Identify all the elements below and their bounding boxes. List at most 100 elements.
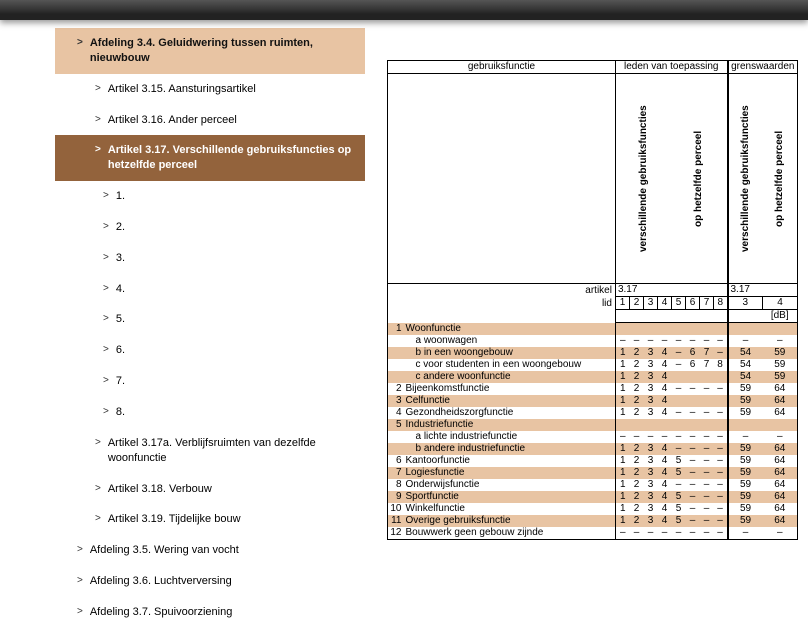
sidebar-item-label: 4. [116,282,353,297]
leden-cell: – [699,503,713,515]
leden-cell: 4 [657,515,671,527]
leden-cell: – [699,479,713,491]
gw-cell: 59 [728,455,763,467]
sidebar-item-15[interactable]: >Afdeling 3.5. Wering van vocht [55,535,365,566]
sidebar-item-10[interactable]: >7. [55,366,365,397]
leden-cell: – [713,527,727,540]
leden-cell: 3 [643,515,657,527]
leden-cell: 3 [643,371,657,383]
gw-cell: – [728,527,763,540]
sidebar-item-label: Afdeling 3.6. Luchtverversing [90,574,353,589]
row-name: a lichte industriefunctie [404,431,616,443]
sidebar-item-11[interactable]: >8. [55,397,365,428]
leden-cell: – [671,347,685,359]
sidebar-item-13[interactable]: >Artikel 3.18. Verbouw [55,474,365,505]
table-row: b in een woongebouw1234–67–5459 [388,347,798,359]
sidebar-item-label: 5. [116,312,353,327]
sidebar-item-4[interactable]: >1. [55,181,365,212]
sidebar-item-label: 8. [116,405,353,420]
row-name: Bouwwerk geen gebouw zijnde [404,527,616,540]
leden-cell: 3 [643,491,657,503]
sidebar-item-7[interactable]: >4. [55,274,365,305]
sidebar-item-9[interactable]: >6. [55,335,365,366]
leden-cell: – [685,431,699,443]
leden-cell: – [629,335,643,347]
leden-cell: – [685,527,699,540]
leden-cell: 1 [615,503,629,515]
sidebar-item-0[interactable]: >Afdeling 3.4. Geluidwering tussen ruimt… [55,28,365,74]
leden-cell: – [699,335,713,347]
leden-cell: – [643,431,657,443]
sidebar-item-14[interactable]: >Artikel 3.19. Tijdelijke bouw [55,504,365,535]
leden-cell: 2 [629,395,643,407]
leden-cell: 3 [643,347,657,359]
chevron-right-icon: > [77,543,83,557]
sidebar-item-16[interactable]: > Afdeling 3.6. Luchtverversing [55,566,365,597]
vtext-leden-b: op hetzelfde perceel [671,74,727,284]
row-index [388,371,404,383]
leden-cell [615,419,629,431]
sidebar-item-label: Artikel 3.17a. Verblijfsruimten van deze… [108,436,353,466]
leden-cell [685,395,699,407]
leden-cell: 3 [643,479,657,491]
row-name: Sportfunctie [404,491,616,503]
leden-cell: – [713,347,727,359]
leden-cell [699,395,713,407]
gw-cell: 59 [728,503,763,515]
sidebar-item-3[interactable]: >Artikel 3.17. Verschillende gebruiksfun… [55,135,365,181]
sidebar-item-1[interactable]: >Artikel 3.15. Aansturingsartikel [55,74,365,105]
lid-col-2: 2 [629,297,643,310]
leden-cell: 6 [685,359,699,371]
leden-cell: – [629,431,643,443]
sidebar-item-label: Artikel 3.16. Ander perceel [108,113,353,128]
row-index: 2 [388,383,404,395]
chevron-right-icon: > [95,113,101,127]
sidebar-item-5[interactable]: >2. [55,212,365,243]
leden-cell: – [713,515,727,527]
gw-col-4: 4 [763,297,798,310]
row-name: Onderwijsfunctie [404,479,616,491]
table-row: c voor studenten in een woongebouw1234–6… [388,359,798,371]
gw-cell [763,323,798,335]
gw-cell: 59 [728,443,763,455]
sidebar-item-6[interactable]: >3. [55,243,365,274]
sidebar-item-2[interactable]: > Artikel 3.16. Ander perceel [55,105,365,136]
artikel-value-2: 3.17 [728,284,798,297]
leden-cell: 1 [615,359,629,371]
table-row: 6Kantoorfunctie12345–––5964 [388,455,798,467]
leden-cell: 2 [629,491,643,503]
chevron-right-icon: > [77,574,83,588]
leden-cell [685,371,699,383]
row-name: b andere industriefunctie [404,443,616,455]
leden-cell: – [699,467,713,479]
lid-col-1: 1 [615,297,629,310]
table-row: 4Gezondheidszorgfunctie1234––––5964 [388,407,798,419]
table-row: 1Woonfunctie [388,323,798,335]
row-name: Winkelfunctie [404,503,616,515]
gw-cell: 59 [728,479,763,491]
table-row: c andere woonfunctie12345459 [388,371,798,383]
lid-col-5: 5 [671,297,685,310]
sidebar-item-12[interactable]: >Artikel 3.17a. Verblijfsruimten van dez… [55,428,365,474]
gw-cell: 59 [728,383,763,395]
leden-cell: – [685,491,699,503]
leden-cell [699,371,713,383]
leden-cell: – [685,515,699,527]
gw-cell: 64 [763,491,798,503]
leden-cell: 3 [643,467,657,479]
leden-cell: – [713,407,727,419]
table-row: 9Sportfunctie12345–––5964 [388,491,798,503]
leden-cell: 4 [657,491,671,503]
gw-cell: 64 [763,407,798,419]
lid-col-6: 6 [685,297,699,310]
sidebar-item-8[interactable]: >5. [55,304,365,335]
sidebar-item-17[interactable]: >Afdeling 3.7. Spuivoorziening [55,597,365,628]
leden-cell: – [615,431,629,443]
table-row: 11Overige gebruiksfunctie12345–––5964 [388,515,798,527]
gw-cell: 59 [728,407,763,419]
header-grenswaarden: grenswaarden [728,61,798,74]
leden-cell: 4 [657,371,671,383]
row-name: Logiesfunctie [404,467,616,479]
leden-cell: 4 [657,503,671,515]
gw-cell: – [763,335,798,347]
